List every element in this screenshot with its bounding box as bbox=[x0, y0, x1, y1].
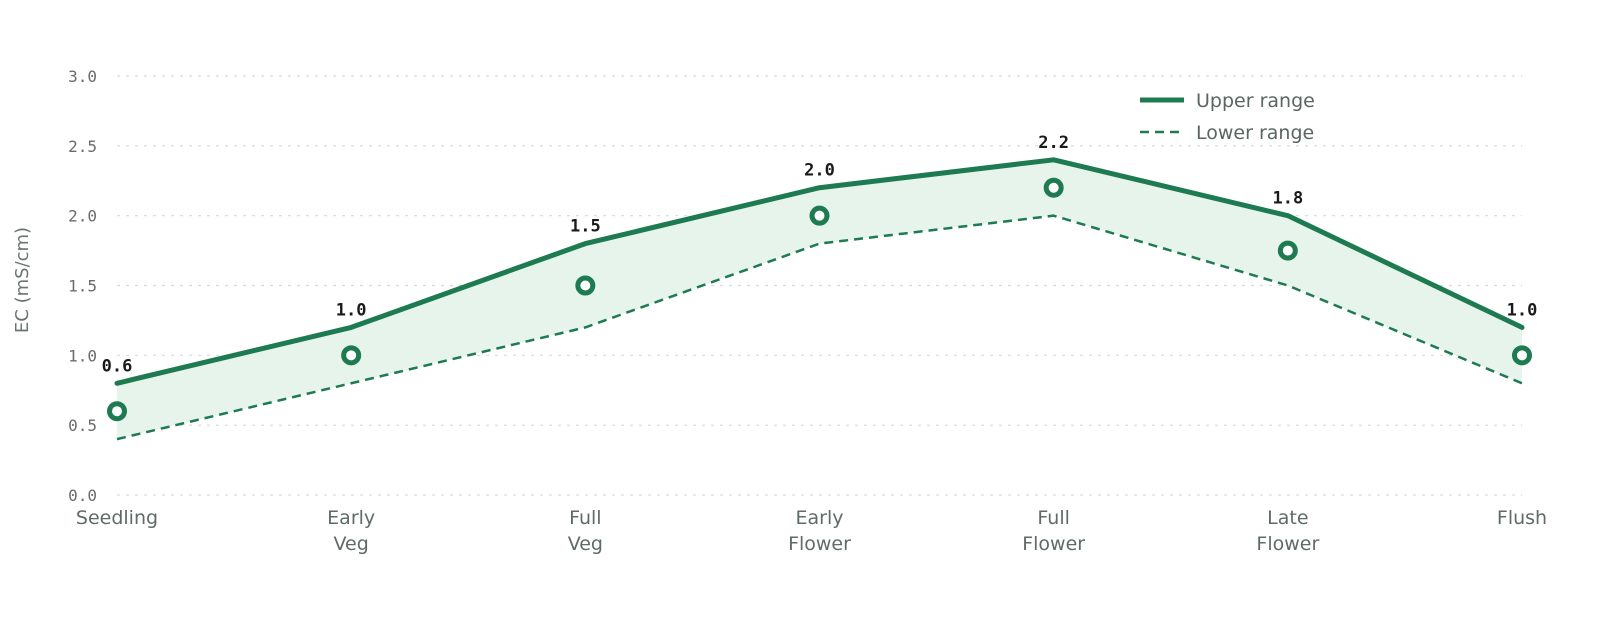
data-label: 0.6 bbox=[102, 356, 133, 376]
y-tick-label: 3.0 bbox=[68, 67, 97, 86]
target-point bbox=[1277, 240, 1298, 261]
data-label: 1.5 bbox=[570, 217, 601, 237]
target-point bbox=[1043, 177, 1064, 198]
x-tick-label: Full Flower bbox=[1022, 507, 1085, 555]
y-tick-label: 0.5 bbox=[68, 416, 97, 435]
x-tick-label: Full Veg bbox=[568, 507, 603, 555]
x-tick-label: Early Veg bbox=[327, 507, 375, 555]
target-point bbox=[107, 401, 127, 422]
series-lines bbox=[114, 157, 1525, 441]
range-band bbox=[117, 159, 1522, 440]
target-point bbox=[341, 345, 362, 366]
y-tick-label: 2.5 bbox=[68, 137, 97, 156]
lower-range-line bbox=[116, 214, 1523, 441]
y-tick-label: 2.0 bbox=[68, 207, 97, 226]
y-tick-label: 1.0 bbox=[68, 346, 97, 365]
target-point bbox=[1512, 345, 1532, 366]
target-points bbox=[107, 177, 1532, 422]
y-axis-ticks: 0.0 0.5 1.0 1.5 2.0 2.5 3.0 bbox=[68, 67, 97, 505]
y-axis-label: EC (mS/cm) bbox=[12, 227, 33, 333]
y-tick-label: 1.5 bbox=[68, 277, 97, 296]
x-tick-label: Late Flower bbox=[1256, 507, 1319, 555]
legend-label-upper: Upper range bbox=[1196, 90, 1315, 112]
legend-item-upper: Upper range bbox=[1140, 90, 1315, 112]
target-point bbox=[575, 275, 596, 296]
legend-item-lower: Lower range bbox=[1140, 122, 1314, 144]
legend: Upper range Lower range bbox=[1140, 90, 1315, 144]
data-label: 1.0 bbox=[1507, 300, 1538, 320]
data-label: 1.0 bbox=[336, 300, 367, 320]
y-tick-label: 0.0 bbox=[68, 486, 97, 505]
x-tick-label: Early Flower bbox=[788, 507, 851, 555]
data-label: 2.2 bbox=[1038, 133, 1069, 153]
x-tick-label: Seedling bbox=[76, 507, 158, 529]
x-tick-label: Flush bbox=[1497, 507, 1547, 529]
range-band-fill bbox=[117, 159, 1522, 440]
data-label: 2.0 bbox=[804, 161, 835, 181]
target-point bbox=[809, 205, 830, 226]
data-labels: 0.6 1.0 1.5 2.0 2.2 1.8 1.0 bbox=[102, 133, 1538, 376]
data-label: 1.8 bbox=[1272, 189, 1303, 209]
upper-range-line bbox=[114, 157, 1525, 386]
legend-label-lower: Lower range bbox=[1196, 122, 1314, 144]
x-axis-ticks: Seedling Early Veg Full Veg Early Flower Full Fl… bbox=[76, 507, 1547, 555]
